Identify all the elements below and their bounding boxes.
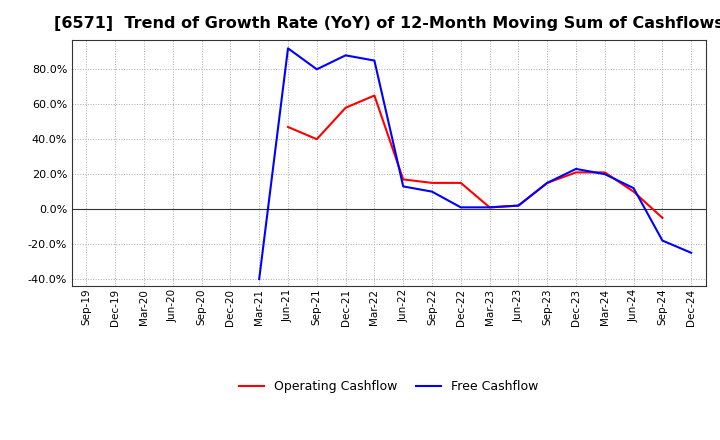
Operating Cashflow bbox=[629, 189, 638, 194]
Free Cashflow bbox=[658, 238, 667, 243]
Line: Free Cashflow: Free Cashflow bbox=[259, 48, 691, 279]
Title: [6571]  Trend of Growth Rate (YoY) of 12-Month Moving Sum of Cashflows: [6571] Trend of Growth Rate (YoY) of 12-… bbox=[54, 16, 720, 32]
Operating Cashflow bbox=[485, 205, 494, 210]
Free Cashflow bbox=[600, 172, 609, 177]
Line: Operating Cashflow: Operating Cashflow bbox=[288, 95, 662, 218]
Free Cashflow bbox=[514, 203, 523, 208]
Free Cashflow bbox=[341, 53, 350, 58]
Operating Cashflow bbox=[572, 170, 580, 175]
Free Cashflow bbox=[255, 276, 264, 282]
Operating Cashflow bbox=[399, 177, 408, 182]
Operating Cashflow bbox=[514, 203, 523, 208]
Operating Cashflow bbox=[370, 93, 379, 98]
Operating Cashflow bbox=[543, 180, 552, 186]
Free Cashflow bbox=[399, 184, 408, 189]
Free Cashflow bbox=[370, 58, 379, 63]
Operating Cashflow bbox=[284, 125, 292, 130]
Operating Cashflow bbox=[428, 180, 436, 186]
Free Cashflow bbox=[456, 205, 465, 210]
Free Cashflow bbox=[485, 205, 494, 210]
Free Cashflow bbox=[284, 46, 292, 51]
Operating Cashflow bbox=[456, 180, 465, 186]
Free Cashflow bbox=[312, 67, 321, 72]
Free Cashflow bbox=[428, 189, 436, 194]
Free Cashflow bbox=[572, 166, 580, 172]
Free Cashflow bbox=[543, 180, 552, 186]
Operating Cashflow bbox=[658, 215, 667, 220]
Operating Cashflow bbox=[600, 170, 609, 175]
Operating Cashflow bbox=[341, 105, 350, 110]
Operating Cashflow bbox=[312, 136, 321, 142]
Free Cashflow bbox=[687, 250, 696, 256]
Legend: Operating Cashflow, Free Cashflow: Operating Cashflow, Free Cashflow bbox=[234, 375, 544, 398]
Free Cashflow bbox=[629, 186, 638, 191]
